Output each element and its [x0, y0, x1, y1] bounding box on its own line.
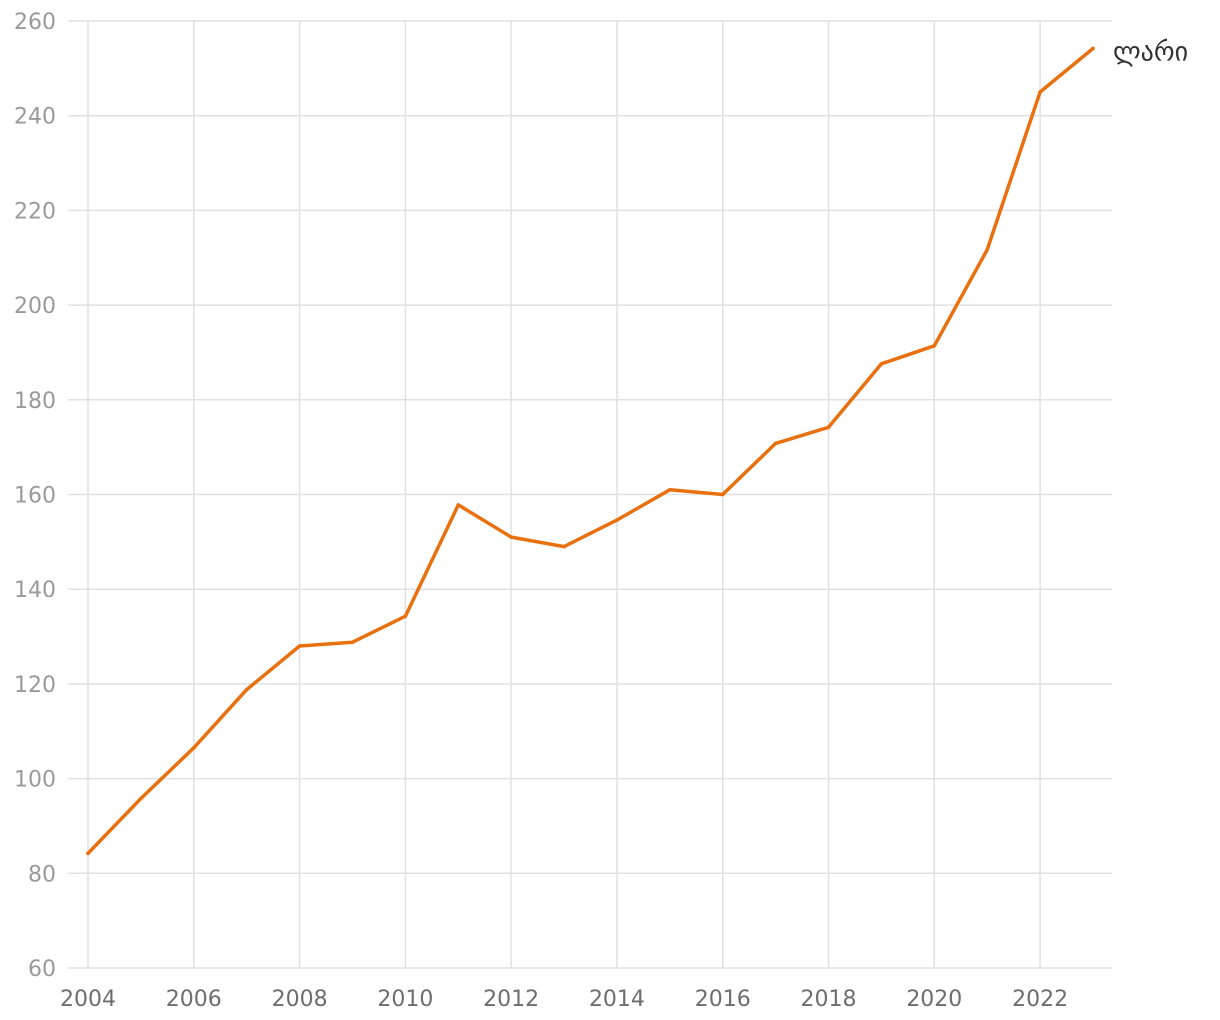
data-point: [244, 687, 249, 692]
grid: [68, 20, 1112, 969]
data-point: [985, 247, 990, 252]
y-tick-label: 180: [14, 389, 56, 414]
y-tick-label: 100: [14, 768, 56, 793]
data-point: [720, 492, 725, 497]
data-point: [615, 518, 619, 522]
series: ლარი: [86, 37, 1188, 856]
data-point: [350, 640, 355, 645]
data-point: [1038, 90, 1042, 94]
x-tick-label: 2020: [906, 987, 962, 1012]
x-tick-label: 2012: [483, 987, 539, 1012]
x-tick-label: 2016: [695, 987, 751, 1012]
data-point: [139, 796, 143, 801]
data-point: [191, 746, 196, 750]
x-tick-label: 2014: [589, 987, 645, 1012]
x-tick-label: 2008: [272, 987, 328, 1012]
y-tick-label: 140: [14, 578, 56, 603]
y-tick-label: 120: [14, 673, 56, 698]
data-point: [826, 425, 831, 430]
y-tick-label: 80: [28, 862, 56, 887]
y-tick-label: 220: [14, 199, 56, 224]
y-tick-label: 60: [28, 957, 56, 982]
data-point: [1091, 46, 1095, 51]
data-point: [297, 644, 302, 648]
data-point: [773, 441, 778, 446]
data-point: [456, 503, 461, 507]
data-point: [879, 362, 884, 366]
y-tick-label: 240: [14, 105, 56, 130]
y-tick-label: 200: [14, 294, 56, 319]
data-point: [509, 535, 513, 539]
x-tick-label: 2006: [166, 987, 222, 1012]
series-line: [86, 46, 1095, 856]
x-axis: 2004 2006 2008 2010 2012 2014 2016 2018 2020 2022: [60, 987, 1068, 1012]
x-tick-label: 2018: [801, 987, 857, 1012]
data-point: [562, 544, 566, 549]
data-point: [86, 851, 90, 856]
x-tick-label: 2022: [1012, 987, 1068, 1012]
series-label: ლარი: [1113, 37, 1188, 67]
y-axis: 60 80 100 120 140 160 180 200 220 240 260: [14, 10, 56, 982]
x-tick-label: 2004: [60, 987, 116, 1012]
y-tick-label: 160: [14, 484, 56, 509]
y-tick-label: 260: [14, 10, 56, 35]
x-tick-label: 2010: [377, 987, 433, 1012]
data-point: [668, 487, 672, 492]
data-point: [403, 614, 408, 618]
data-point: [932, 344, 937, 348]
